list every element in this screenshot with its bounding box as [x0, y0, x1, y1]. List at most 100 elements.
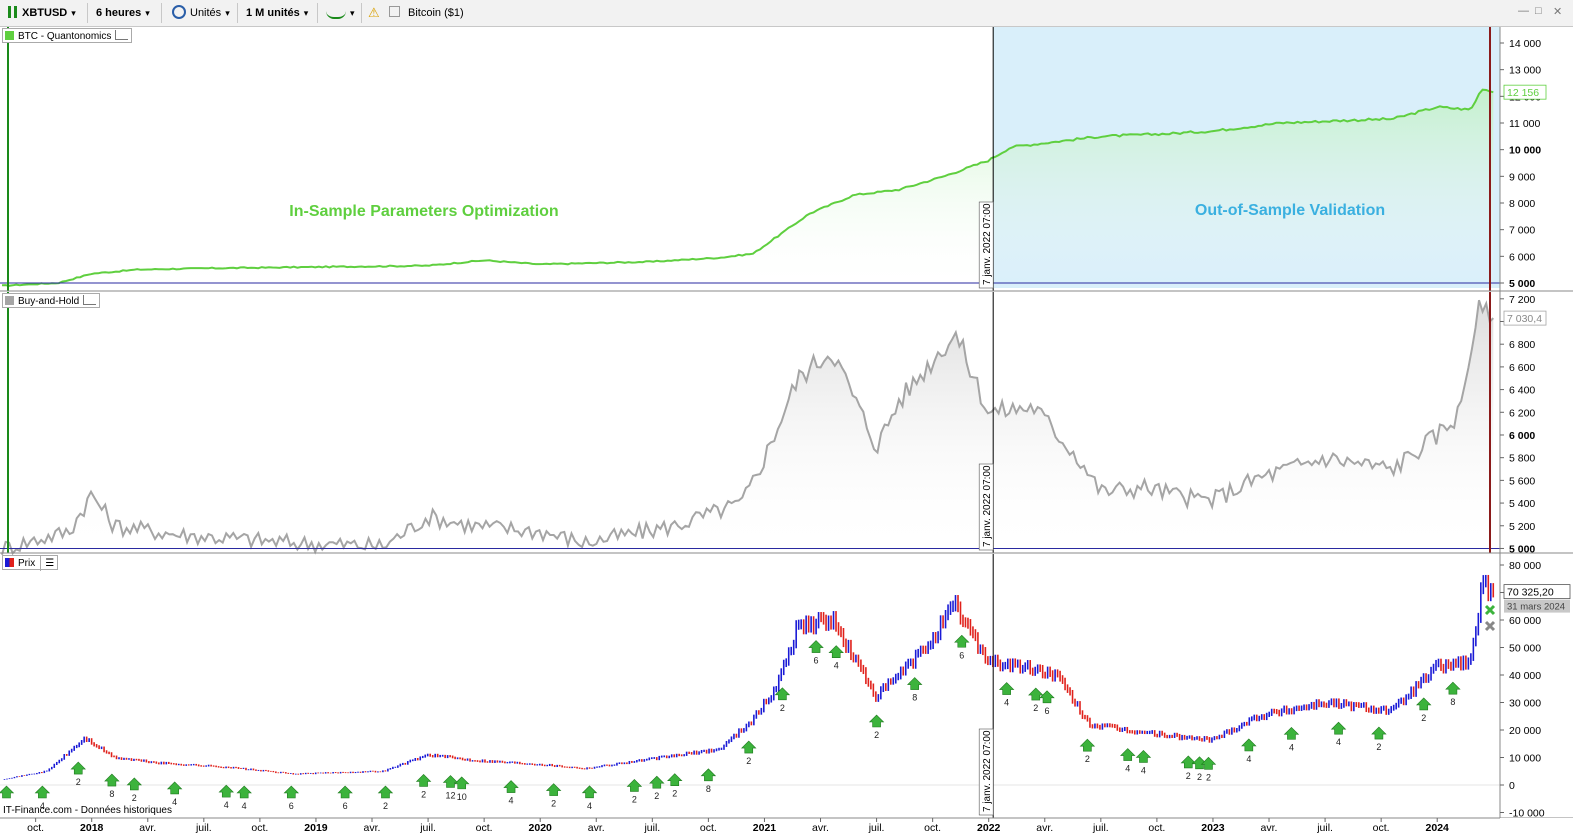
y-tick-label: -10 000 [1509, 808, 1545, 820]
last-date-label: 31 mars 2024 [1507, 602, 1565, 613]
signal-count-label: 2 [1186, 771, 1191, 781]
x-tick-label: juil. [195, 822, 212, 834]
x-tick-label: oct. [27, 822, 44, 834]
signal-count-label: 4 [224, 800, 229, 810]
signal-count-label: 8 [912, 693, 917, 703]
buy-signal-arrow-icon [34, 785, 51, 799]
x-tick-label: oct. [700, 822, 717, 834]
chevron-down-icon: ▾ [145, 8, 150, 18]
x-tick-label: 2022 [977, 822, 1001, 834]
y-tick-label: 6 600 [1509, 362, 1535, 374]
x-tick-label: 2024 [1426, 822, 1450, 834]
signal-count-label: 6 [814, 656, 819, 666]
chart-settings-icon[interactable] [83, 295, 97, 305]
timeframe-label: 6 heures [96, 7, 142, 19]
buy-signal-arrow-icon [1120, 748, 1136, 761]
split-label-box [978, 463, 994, 551]
buy-signal-arrow-icon [1445, 681, 1461, 695]
buy-signal-arrow-icon [868, 714, 885, 728]
timeframe-selector[interactable]: 6 heures ▾ [90, 3, 162, 23]
x-tick-label: avr. [588, 822, 605, 834]
y-tick-label: 50 000 [1509, 643, 1541, 655]
x-tick-label: avr. [1036, 822, 1053, 834]
signal-count-label: 2 [421, 789, 426, 799]
x-tick-label: juil. [1092, 822, 1109, 834]
y-tick-label: 5 000 [1509, 278, 1535, 290]
y-tick-label: 9 000 [1509, 171, 1535, 183]
signal-count-label: 4 [40, 801, 45, 811]
buyhold-panel-title: Buy-and-Hold [18, 296, 80, 307]
signal-count-label: 2 [632, 794, 637, 804]
y-tick-label: 5 600 [1509, 475, 1535, 487]
split-label-box [978, 728, 994, 816]
signal-count-label: 6 [289, 801, 294, 811]
buy-signal-arrow-icon [700, 768, 717, 782]
y-tick-label: 6 400 [1509, 385, 1535, 397]
out-of-sample-annotation: Out-of-Sample Validation [1195, 202, 1385, 219]
chart-settings-icon[interactable] [115, 30, 129, 40]
signal-count-label: 2 [1033, 703, 1038, 713]
minimize-icon[interactable]: — [1518, 5, 1529, 17]
buy-signal-arrow-icon [774, 687, 791, 701]
indicator-button[interactable]: ▾ [320, 3, 362, 23]
info-icon[interactable] [389, 3, 403, 23]
signal-count-label: 6 [959, 650, 964, 660]
warning-icon[interactable]: ⚠ [368, 5, 380, 20]
in-sample-annotation: In-Sample Parameters Optimization [289, 203, 558, 220]
signal-count-label: 6 [343, 801, 348, 811]
y-tick-label: 5 200 [1509, 521, 1535, 533]
symbol-label: XBTUSD [22, 7, 68, 19]
buy-signal-arrow-icon [649, 775, 665, 789]
y-tick-label: 10 000 [1509, 753, 1541, 765]
signal-count-label: 2 [654, 791, 659, 801]
signal-count-label: 2 [780, 703, 785, 713]
chevron-down-icon: ▾ [303, 8, 309, 18]
x-tick-label: oct. [476, 822, 493, 834]
signal-count-label: 4 [1336, 737, 1341, 747]
panel-label-buyhold[interactable]: Buy-and-Hold [2, 293, 101, 308]
x-tick-label: oct. [1148, 822, 1165, 834]
buy-signal-arrow-icon [1241, 738, 1257, 752]
x-tick-label: 2019 [304, 822, 328, 834]
symbol-selector[interactable]: XBTUSD ▾ [2, 3, 88, 23]
y-tick-label: 80 000 [1509, 560, 1541, 572]
x-tick-label: avr. [812, 822, 829, 834]
buy-signal-arrow-icon [453, 776, 470, 790]
panel-background [0, 554, 1500, 818]
buy-signal-arrow-icon [1191, 756, 1208, 770]
panel-label-strategy[interactable]: BTC - Quantonomics [2, 28, 133, 43]
units-mode-selector[interactable]: Unités ▾ [166, 3, 238, 23]
buy-signal-arrow-icon [828, 645, 844, 658]
strategy-area [2, 89, 1494, 291]
y-tick-label: 40 000 [1509, 670, 1541, 682]
buy-signal-arrow-icon [581, 785, 598, 799]
x-tick-label: juil. [868, 822, 885, 834]
signal-count-label: 4 [587, 801, 592, 811]
buy-signal-arrow-icon [503, 780, 519, 793]
signal-count-label: 2 [1421, 713, 1426, 723]
close-icon[interactable]: ✕ [1553, 6, 1563, 18]
maximize-icon[interactable]: □ [1535, 5, 1542, 17]
x-tick-label: avr. [364, 822, 381, 834]
candlestick-icon [8, 6, 18, 18]
signal-count-label: 10 [457, 792, 467, 802]
x-tick-label: oct. [1373, 822, 1390, 834]
x-tick-label: avr. [139, 822, 156, 834]
buy-signal-arrow-icon [166, 781, 183, 795]
list-icon[interactable]: ☰ [40, 556, 54, 571]
signal-count-label: 8 [109, 789, 114, 799]
signal-count-label: 6 [1045, 706, 1050, 716]
x-tick-label: 2023 [1201, 822, 1225, 834]
last-value-label: 7 030,4 [1507, 313, 1542, 325]
signal-count-label: 2 [1376, 742, 1381, 752]
units-count-selector[interactable]: 1 M unités ▾ [240, 3, 318, 23]
buy-signal-arrow-icon [1079, 738, 1096, 752]
signal-count-label: 12 [445, 791, 455, 801]
signal-count-label: 2 [746, 756, 751, 766]
y-tick-label: 60 000 [1509, 615, 1541, 627]
panel-label-price[interactable]: Prix ☰ [2, 555, 59, 571]
split-label-box [978, 201, 994, 289]
signal-count-label: 2 [551, 799, 556, 809]
axis-layer: 5 000 6 000 7 000 8 000 9 000 10 000 11 000 12 … [0, 27, 1573, 837]
